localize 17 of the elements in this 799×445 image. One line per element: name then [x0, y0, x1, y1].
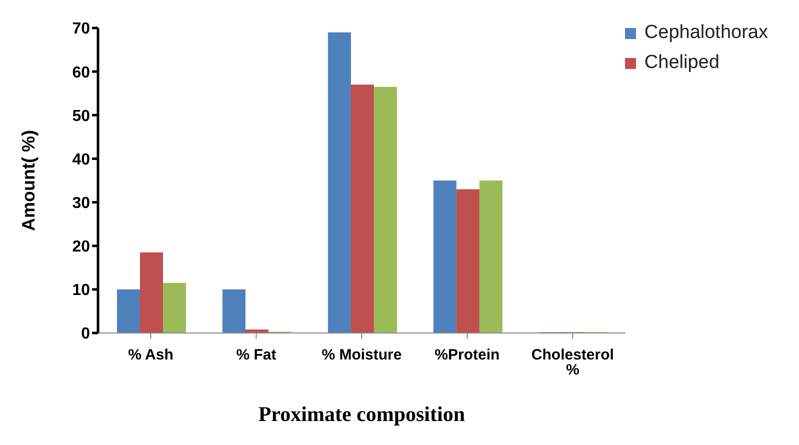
- x-tick-label: Cholesterol %: [531, 346, 614, 379]
- x-tick-label: % Fat: [236, 346, 276, 364]
- x-tick-label: %Protein: [434, 346, 500, 364]
- y-tick-label: 70: [72, 20, 90, 38]
- y-tick-label: 60: [72, 64, 90, 82]
- y-axis-title: Amount( %): [18, 130, 38, 231]
- y-tick-label: 0: [81, 326, 90, 343]
- legend-label: Cephalothorax: [644, 22, 768, 44]
- legend-label: Cheliped: [644, 52, 720, 74]
- y-tick-label: 20: [72, 238, 90, 256]
- y-tick-label: 50: [72, 108, 90, 125]
- x-tick-label: % Ash: [128, 346, 174, 364]
- y-tick-label: 10: [72, 282, 90, 300]
- x-axis-title: Proximate composition: [258, 402, 466, 426]
- y-tick-label: 40: [72, 151, 90, 168]
- y-tick-label: 30: [72, 194, 90, 212]
- x-tick-label: % Moisture: [322, 346, 402, 364]
